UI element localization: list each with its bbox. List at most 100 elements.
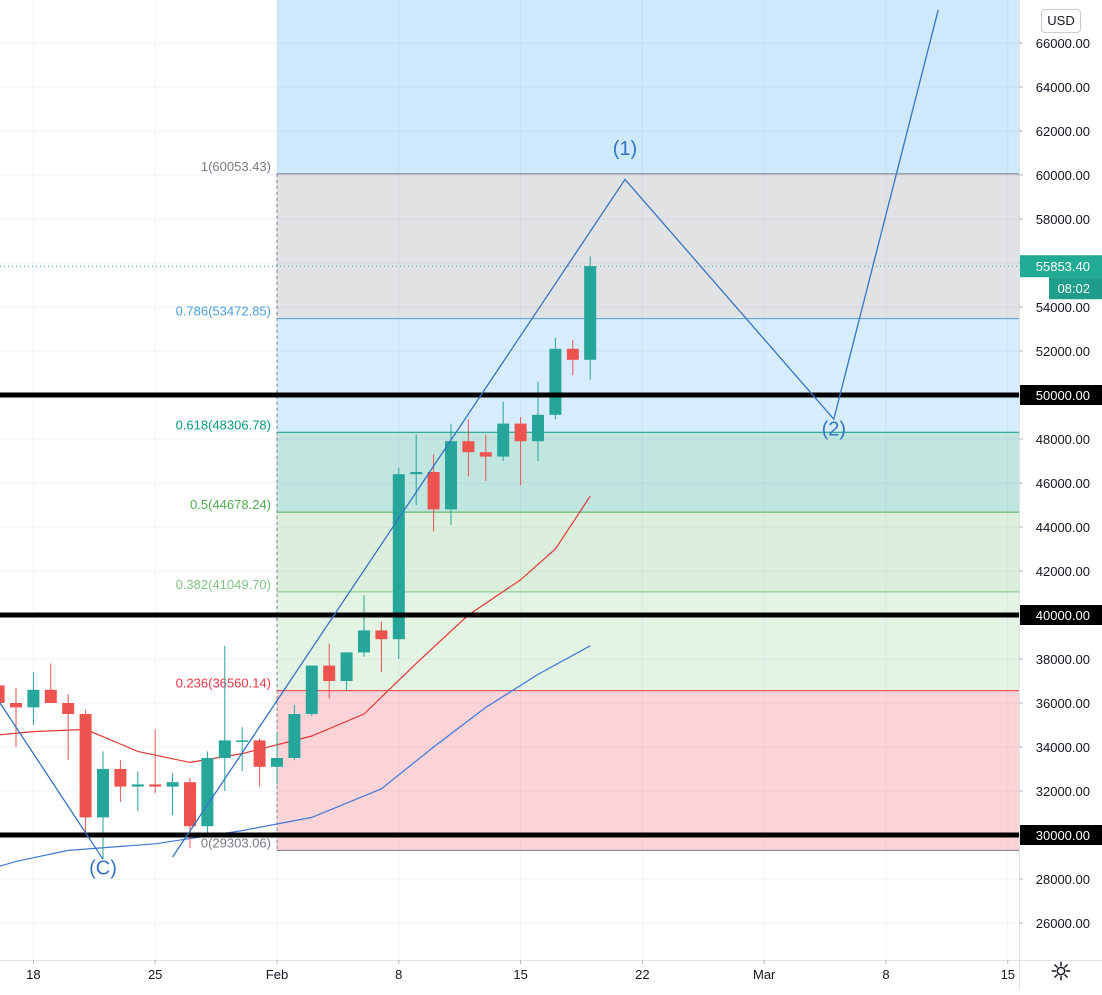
candle — [236, 727, 249, 772]
price-axis: 26000.00 28000.00 30000.00 32000.00 34000.00… — [1019, 0, 1102, 990]
candle-body — [131, 784, 144, 787]
x-tick-label: 15 — [513, 967, 527, 982]
wave-prior-line — [0, 701, 104, 860]
plot-layer: 1(60053.43) 0.786(53472.85) 0.618(48306.78… — [0, 0, 1019, 960]
x-tick-label: 8 — [395, 967, 402, 982]
candle — [218, 645, 231, 791]
candle-body — [253, 740, 266, 767]
y-tick-label: 58000.00 — [1036, 212, 1090, 227]
candle — [271, 731, 283, 785]
candle — [44, 663, 57, 703]
key-level-badge — [1020, 385, 1102, 405]
candle-body — [236, 740, 249, 742]
ma-long-line — [0, 645, 591, 867]
y-tick-label: 36000.00 — [1036, 696, 1090, 711]
y-tick-label: 60000.00 — [1036, 168, 1090, 183]
candle-body — [427, 472, 440, 510]
candle-body — [410, 472, 423, 475]
candle-body — [271, 758, 283, 767]
key-level-badge-label: 30000.00 — [1036, 828, 1090, 843]
candle-body — [549, 348, 562, 415]
y-tick-label: 66000.00 — [1036, 36, 1090, 51]
candle — [584, 256, 597, 380]
candle — [549, 337, 562, 420]
candle — [358, 595, 370, 657]
candle-body — [532, 414, 544, 442]
candle-body — [584, 266, 597, 360]
y-tick-label: 52000.00 — [1036, 344, 1090, 359]
y-tick-label: 42000.00 — [1036, 564, 1090, 579]
gear-icon[interactable] — [1050, 960, 1072, 982]
x-tick-label: 22 — [635, 967, 649, 982]
candle — [97, 751, 109, 860]
y-tick-label: 38000.00 — [1036, 652, 1090, 667]
key-level-badge — [1020, 605, 1102, 625]
fib-level-label: 1(60053.43) — [201, 159, 271, 174]
candle-body — [375, 630, 388, 640]
last-price-label: 55853.40 — [1036, 259, 1090, 274]
y-tick-label: 32000.00 — [1036, 784, 1090, 799]
wave-label: (1) — [613, 138, 637, 160]
y-tick-label: 26000.00 — [1036, 916, 1090, 931]
countdown-label: 08:02 — [1057, 281, 1090, 296]
candle-body — [566, 348, 579, 360]
candle — [79, 709, 92, 835]
candle — [201, 751, 214, 835]
candle — [462, 419, 475, 477]
x-tick-label: Feb — [266, 967, 288, 982]
candle — [253, 738, 266, 787]
x-tick-label: 18 — [26, 967, 40, 982]
fib-zone — [277, 690, 1019, 851]
candle-body — [166, 782, 179, 787]
x-tick-label: 25 — [148, 967, 162, 982]
candle-body — [305, 665, 318, 714]
y-tick-label: 34000.00 — [1036, 740, 1090, 755]
candle-body — [462, 441, 475, 453]
candle — [392, 467, 405, 659]
candle — [149, 729, 162, 794]
candle — [305, 665, 318, 717]
fib-level-label: 0.5(44678.24) — [190, 497, 271, 512]
candle-body — [340, 652, 353, 681]
candle — [340, 652, 353, 690]
candle — [27, 672, 40, 725]
candle-body — [288, 714, 301, 758]
fib-zones — [276, 0, 1019, 851]
x-tick-label: 8 — [882, 967, 889, 982]
y-tick-label: 62000.00 — [1036, 124, 1090, 139]
candle — [10, 687, 22, 747]
candle-body — [479, 452, 492, 457]
candle-body — [392, 474, 405, 640]
candle-body — [184, 782, 196, 827]
y-tick-label: 46000.00 — [1036, 476, 1090, 491]
wave-projection-line — [172, 9, 939, 858]
candle — [114, 760, 127, 802]
candle — [323, 643, 336, 699]
candle-body — [497, 423, 510, 457]
x-tick-label: 15 — [1001, 967, 1015, 982]
y-tick-label: 48000.00 — [1036, 432, 1090, 447]
candle — [131, 771, 144, 811]
currency-label[interactable]: USD — [1041, 9, 1081, 33]
candle — [375, 621, 388, 673]
fib-level-label: 0.618(48306.78) — [176, 417, 271, 432]
candle-body — [10, 703, 22, 708]
candle-body — [114, 769, 127, 787]
time-axis: 18 25 Feb 8 15 22 Mar 8 15 — [0, 960, 1102, 990]
countdown-badge — [1049, 277, 1102, 300]
candle-body — [44, 689, 57, 703]
candle — [514, 417, 527, 486]
candle-body — [323, 665, 336, 681]
y-tick-label: 54000.00 — [1036, 300, 1090, 315]
candle — [566, 340, 579, 376]
y-tick-label: 64000.00 — [1036, 80, 1090, 95]
fib-zone-upper — [277, 0, 1019, 174]
candle — [62, 694, 75, 761]
fib-zone — [277, 173, 1019, 319]
candle-body — [97, 769, 109, 818]
candle-body — [149, 784, 162, 787]
last-price-badge — [1020, 255, 1102, 278]
candle-body — [358, 630, 370, 653]
